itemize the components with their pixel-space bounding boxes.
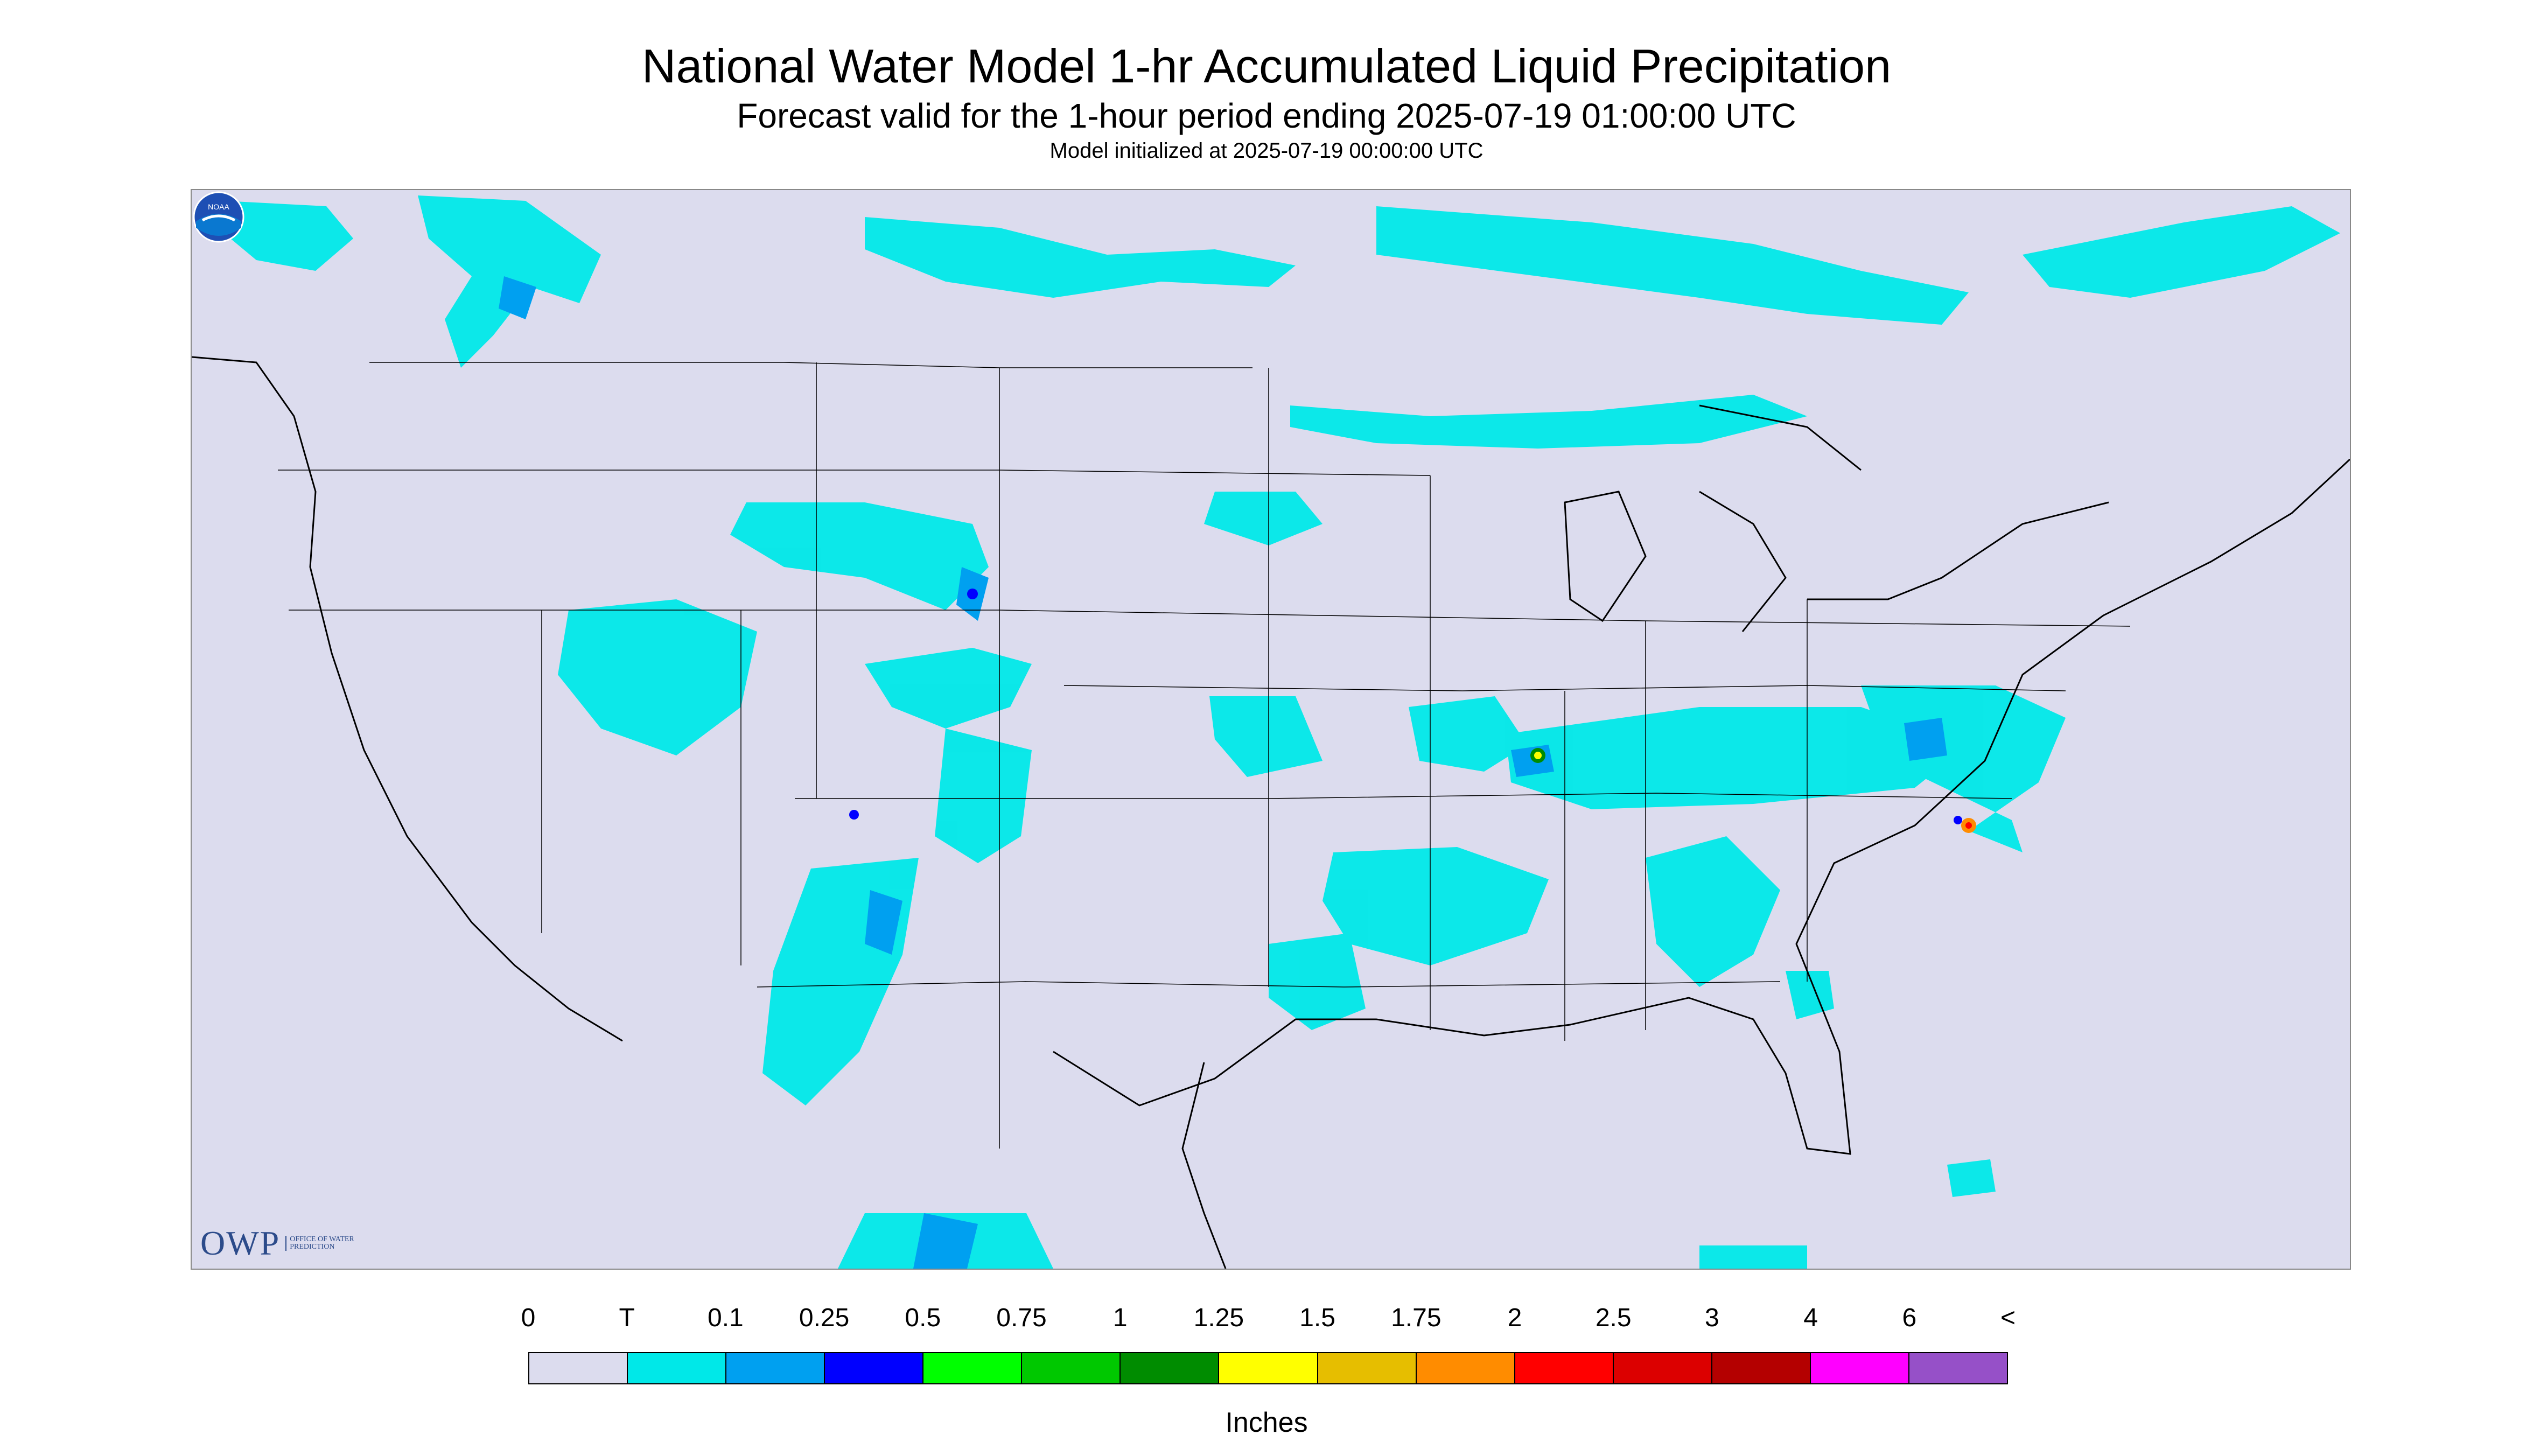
legend-tick-label: 0.75 <box>996 1304 1047 1332</box>
map-title: National Water Model 1-hr Accumulated Li… <box>641 39 1892 93</box>
legend-tick-label: 1.5 <box>1299 1304 1335 1332</box>
map-subtitle: Forecast valid for the 1-hour period end… <box>737 96 1796 135</box>
map-canvas <box>192 195 2350 1269</box>
legend-tick-label: 0.25 <box>799 1304 850 1332</box>
legend-swatch <box>628 1353 727 1383</box>
owp-logo-subtext: OFFICE OF WATER PREDICTION <box>285 1236 365 1251</box>
legend-tick-label: 2 <box>1507 1304 1522 1332</box>
legend-tick-label: 0.5 <box>905 1304 941 1332</box>
legend-swatch <box>529 1353 628 1383</box>
state-lines <box>278 362 2131 1149</box>
boundaries <box>192 356 2350 1269</box>
owp-logo-text: OWP <box>200 1224 281 1262</box>
legend-tick-label: 3 <box>1705 1304 1719 1332</box>
legend-swatch <box>1219 1353 1318 1383</box>
legend-swatch <box>726 1353 825 1383</box>
legend-swatch <box>1515 1353 1614 1383</box>
noaa-logo-text: NOAA <box>208 202 229 211</box>
legend-tick-label: 2.5 <box>1595 1304 1632 1332</box>
model-init-line: Model initialized at 2025-07-19 00:00:00… <box>1049 139 1484 163</box>
legend-tick-label: 1 <box>1112 1304 1128 1332</box>
legend-swatch <box>825 1353 924 1383</box>
legend-swatch <box>1810 1353 1909 1383</box>
precip-color-legend <box>528 1352 2008 1384</box>
legend-swatch <box>1416 1353 1515 1383</box>
legend-tick-label: 1.25 <box>1193 1304 1244 1332</box>
legend-tick-label: 0 <box>521 1304 536 1332</box>
precip-heavy-areas <box>1530 748 1976 833</box>
legend-tick-label: 4 <box>1803 1304 1818 1332</box>
owp-logo: OWP OFFICE OF WATER PREDICTION <box>200 1223 365 1263</box>
legend-swatch <box>1613 1353 1712 1383</box>
legend-swatch <box>1121 1353 1220 1383</box>
legend-tick-label: T <box>619 1304 635 1332</box>
legend-swatch <box>1318 1353 1417 1383</box>
projection-edge-left <box>192 578 472 1269</box>
legend-units: Inches <box>1225 1407 1308 1438</box>
legend-tick-label: 6 <box>1902 1304 1917 1332</box>
precip-moderate-areas <box>849 589 1962 824</box>
legend-tick-label: 1.75 <box>1391 1304 1442 1332</box>
precipitation-map: OWP OFFICE OF WATER PREDICTION NOAA <box>191 189 2351 1270</box>
legend-tick-label: 0.1 <box>708 1304 744 1332</box>
legend-swatch <box>1022 1353 1121 1383</box>
legend-swatch <box>1909 1353 2007 1383</box>
legend-swatch <box>923 1353 1023 1383</box>
legend-swatch <box>1712 1353 1811 1383</box>
precip-trace-areas <box>224 195 2340 1269</box>
noaa-logo-icon: NOAA <box>193 191 244 243</box>
legend-tick-label: < <box>2000 1304 2016 1332</box>
